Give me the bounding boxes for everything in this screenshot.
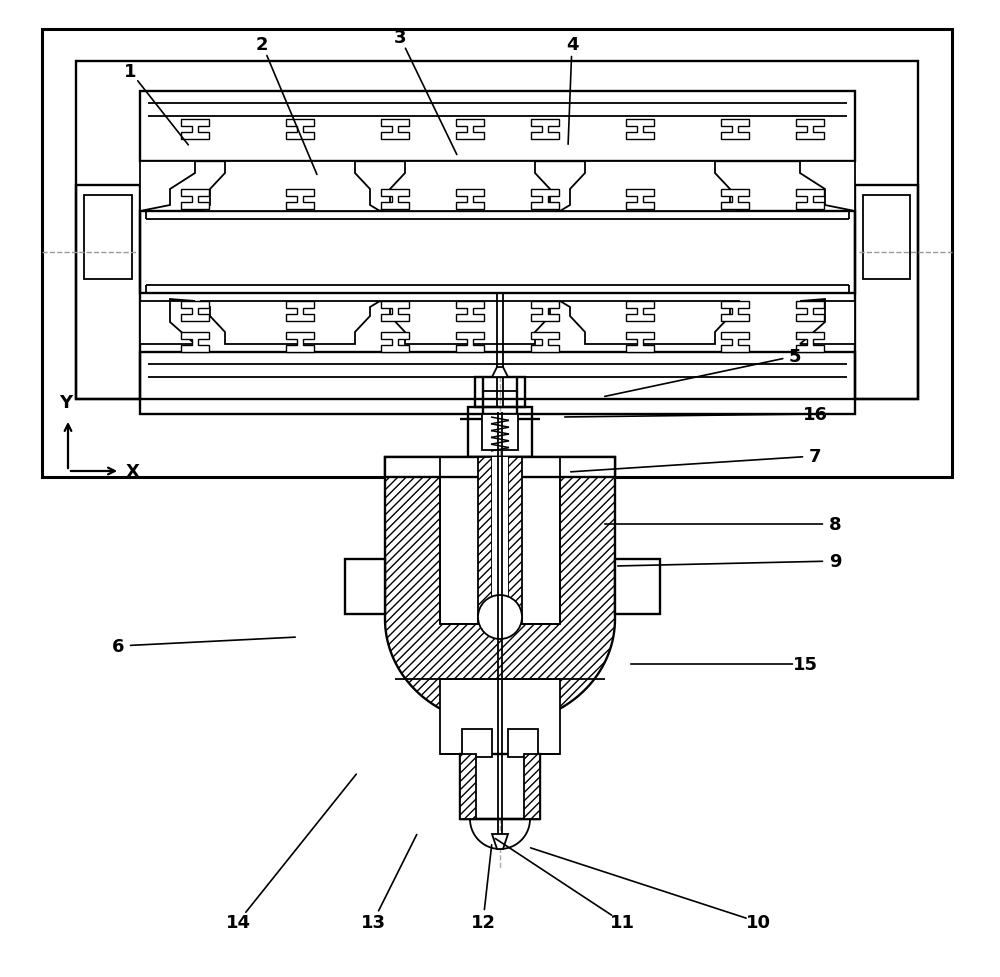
Text: X: X (126, 462, 140, 481)
Polygon shape (456, 302, 484, 321)
Polygon shape (140, 300, 195, 345)
Polygon shape (800, 162, 855, 212)
Polygon shape (492, 367, 508, 378)
Text: 9: 9 (829, 552, 841, 571)
Bar (855, 186, 918, 400)
Bar (84, 195, 132, 279)
Polygon shape (140, 162, 195, 212)
Bar (508, 729, 538, 757)
Polygon shape (381, 120, 409, 140)
Bar (468, 407, 532, 457)
Polygon shape (456, 332, 484, 353)
Bar (475, 378, 525, 407)
Text: 16: 16 (802, 405, 828, 424)
Polygon shape (200, 302, 380, 345)
Text: 7: 7 (809, 447, 821, 465)
Polygon shape (796, 302, 824, 321)
Polygon shape (626, 332, 654, 353)
Circle shape (478, 595, 522, 639)
Bar (440, 679, 560, 754)
Bar (76, 62, 918, 400)
Bar (140, 212, 855, 294)
Polygon shape (181, 302, 209, 321)
Polygon shape (286, 120, 314, 140)
Bar (492, 457, 508, 624)
Polygon shape (492, 834, 508, 849)
Bar (462, 729, 492, 757)
Text: 12: 12 (471, 913, 496, 931)
Polygon shape (286, 332, 314, 353)
Text: 14: 14 (226, 913, 251, 931)
Polygon shape (381, 302, 409, 321)
Bar (524, 754, 540, 819)
Bar (478, 457, 492, 624)
Text: Y: Y (59, 394, 73, 411)
Text: 8: 8 (829, 516, 841, 533)
Text: 2: 2 (256, 36, 268, 54)
Polygon shape (385, 457, 615, 724)
Polygon shape (560, 302, 740, 345)
Polygon shape (721, 302, 749, 321)
Bar (460, 754, 476, 819)
Bar (42, 30, 952, 478)
Polygon shape (531, 332, 559, 353)
Text: 6: 6 (112, 637, 124, 656)
Text: 11: 11 (610, 913, 635, 931)
Polygon shape (531, 302, 559, 321)
Polygon shape (381, 332, 409, 353)
Polygon shape (380, 302, 560, 345)
Polygon shape (796, 190, 824, 210)
Polygon shape (380, 162, 560, 212)
Bar (140, 353, 855, 414)
Bar (460, 754, 540, 819)
Polygon shape (181, 332, 209, 353)
Polygon shape (721, 120, 749, 140)
Bar (863, 195, 910, 279)
Polygon shape (626, 302, 654, 321)
Polygon shape (626, 190, 654, 210)
Polygon shape (200, 162, 380, 212)
Text: 15: 15 (792, 656, 818, 673)
Text: 13: 13 (361, 913, 386, 931)
Bar (345, 560, 385, 615)
Polygon shape (626, 120, 654, 140)
Text: 10: 10 (746, 913, 770, 931)
Bar (140, 92, 855, 162)
Bar (482, 414, 518, 450)
Polygon shape (286, 190, 314, 210)
Polygon shape (531, 120, 559, 140)
Polygon shape (531, 190, 559, 210)
Polygon shape (181, 120, 209, 140)
Bar (76, 186, 140, 400)
Text: 1: 1 (124, 63, 136, 81)
Polygon shape (721, 332, 749, 353)
Polygon shape (800, 300, 855, 345)
Bar (615, 560, 660, 615)
Polygon shape (796, 120, 824, 140)
Polygon shape (381, 190, 409, 210)
Text: 4: 4 (566, 36, 578, 54)
Bar (508, 457, 522, 624)
Polygon shape (721, 190, 749, 210)
Text: 3: 3 (394, 29, 406, 47)
Polygon shape (286, 302, 314, 321)
Polygon shape (560, 162, 740, 212)
Polygon shape (456, 120, 484, 140)
Text: 5: 5 (789, 348, 801, 365)
Polygon shape (181, 190, 209, 210)
Polygon shape (796, 332, 824, 353)
Bar (385, 457, 615, 478)
Polygon shape (456, 190, 484, 210)
Bar (440, 457, 560, 624)
